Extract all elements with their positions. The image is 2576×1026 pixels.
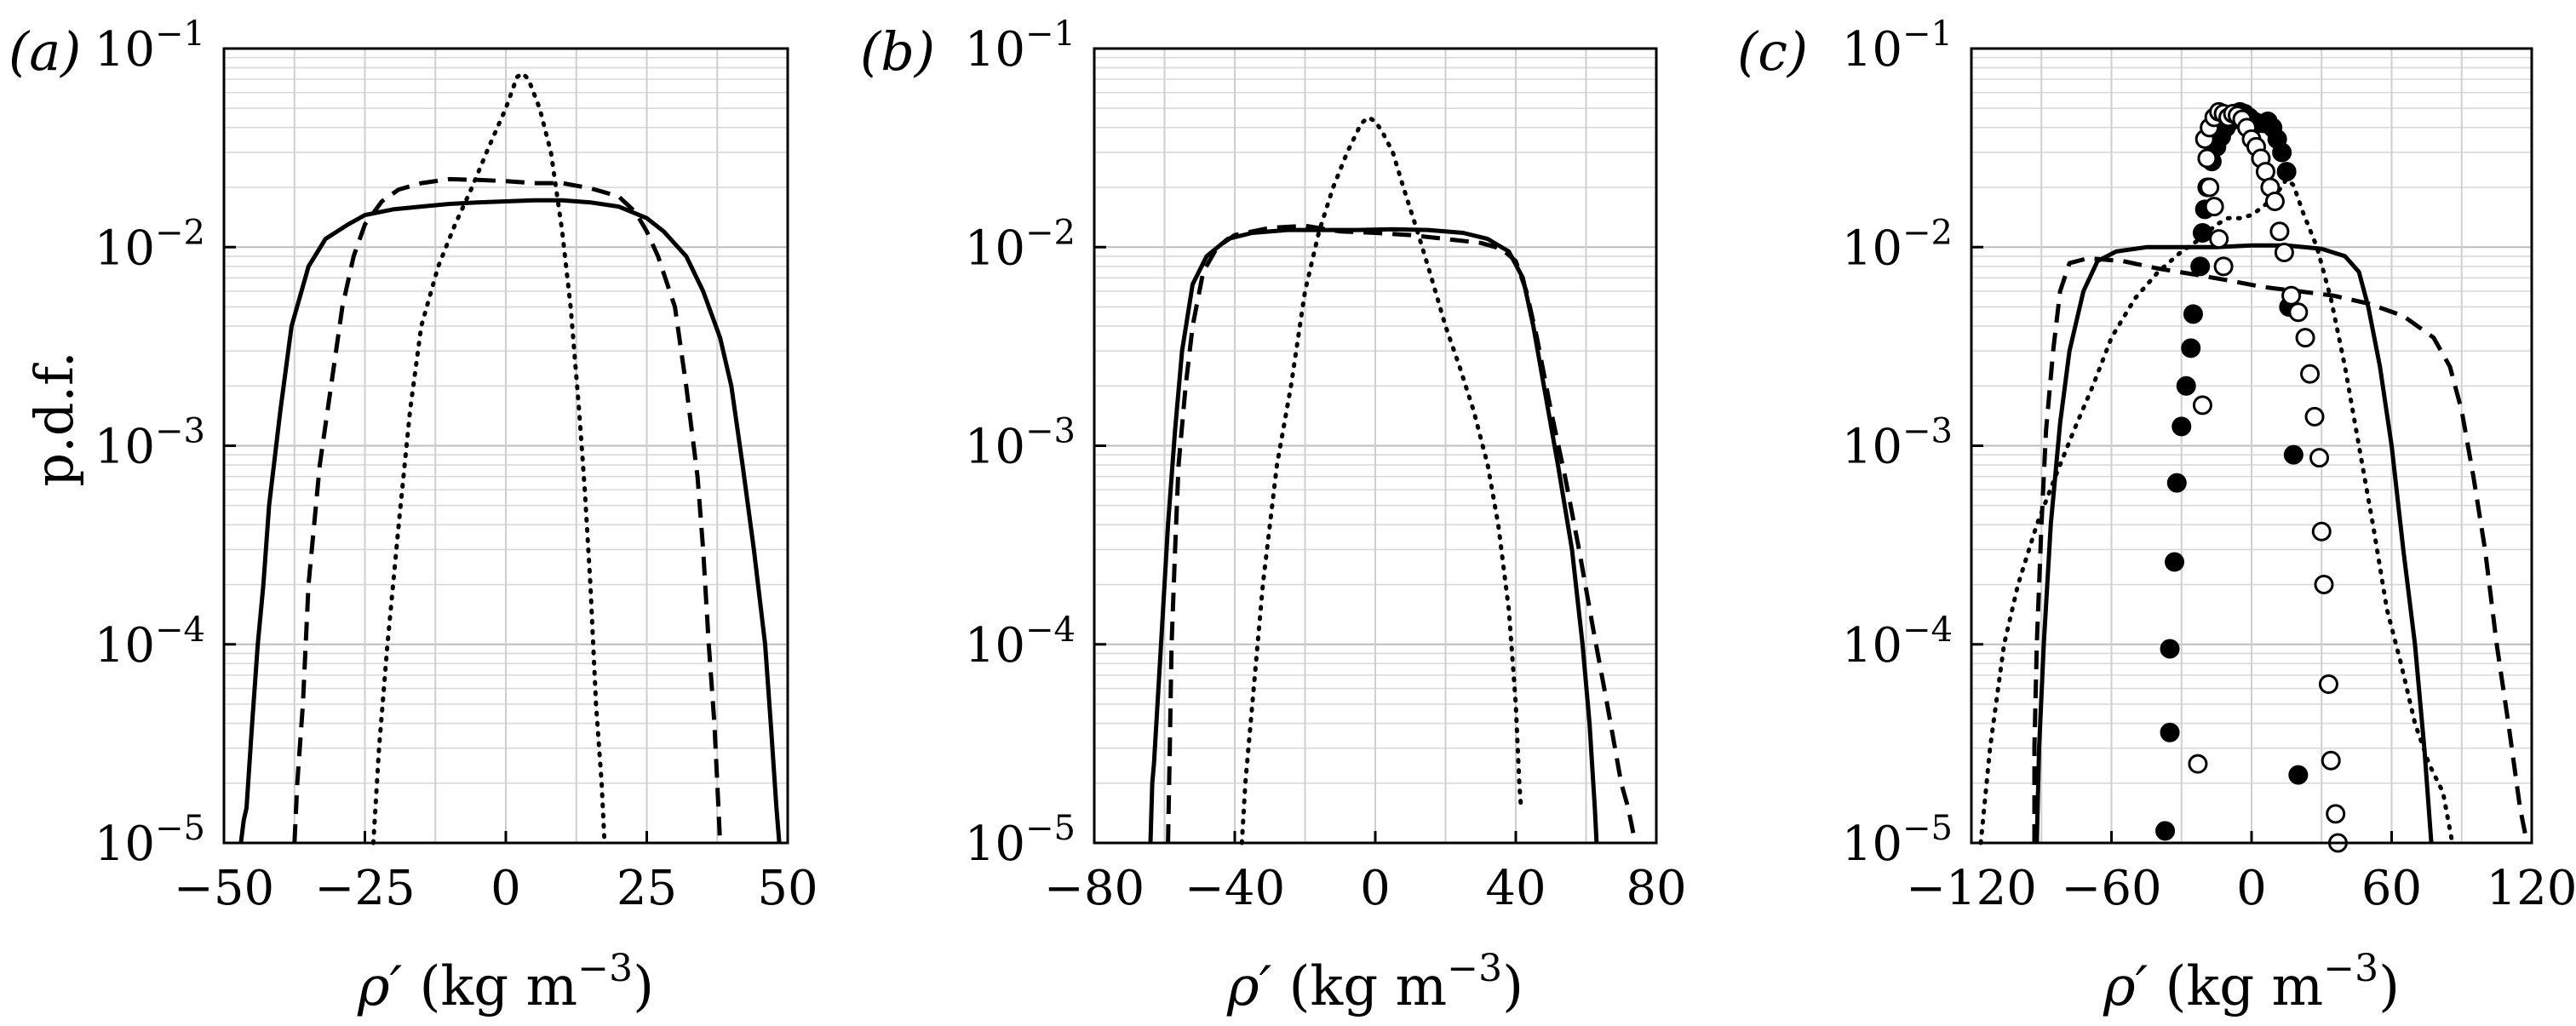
y-tick-label: 10−2 — [95, 213, 205, 276]
series-group — [1978, 101, 2529, 853]
y-tick-label: 10−4 — [1842, 610, 1953, 673]
series-line-dotted — [370, 71, 607, 845]
data-point — [2165, 552, 2185, 572]
series-open-circles — [2188, 101, 2348, 853]
series-line-dotted — [1978, 176, 2455, 845]
data-point — [2288, 765, 2309, 785]
y-tick-label: 10−5 — [95, 809, 205, 872]
y-tick-label: 10−1 — [965, 14, 1076, 77]
panel-c: −120 −60 0 60 120 10−5 10−4 10−3 10−2 10−1 (c) — [1737, 14, 2576, 916]
data-point — [2304, 406, 2325, 427]
x-axis-labels: ρ′ (kg m−3) ρ′ (kg m−3) ρ′ (kg m−3) — [357, 947, 2400, 1018]
x-tick-label: 60 — [2361, 861, 2422, 916]
panel-b: −80 −40 0 40 80 10−5 10−4 10−3 10−2 10−1 (b) — [860, 14, 1687, 916]
data-point — [2197, 148, 2217, 169]
panel-label: (b) — [860, 20, 935, 83]
x-axis-label: ρ′ (kg m−3) — [1226, 947, 1523, 1018]
data-point — [2166, 473, 2187, 493]
x-tick-label: −50 — [174, 861, 274, 916]
data-point — [2311, 521, 2332, 542]
series-group — [1148, 115, 1638, 845]
data-point — [2264, 191, 2285, 211]
series-group — [238, 71, 782, 845]
x-tick-label: 50 — [757, 861, 818, 916]
y-tick-label: 10−3 — [1842, 412, 1953, 475]
y-axis-label: p.d.f. — [23, 351, 85, 486]
data-point — [2318, 674, 2338, 695]
data-point — [2276, 162, 2297, 182]
data-point — [2160, 722, 2180, 742]
grid — [1971, 49, 2532, 844]
x-tick-label: 120 — [2487, 861, 2576, 916]
data-point — [2274, 243, 2294, 263]
series-filled-circles — [2155, 101, 2309, 841]
data-point — [2190, 256, 2211, 277]
x-tick-label: 0 — [491, 861, 521, 916]
data-point — [2283, 444, 2303, 465]
data-point — [2172, 416, 2192, 437]
y-tick-label: 10−3 — [965, 412, 1076, 475]
series-line-solid — [1148, 226, 1599, 844]
x-tick-label: −120 — [1906, 861, 2037, 916]
x-tick-label: −80 — [1044, 861, 1145, 916]
panel-a: −50 −25 0 25 50 10−5 10−4 10−3 10−2 10−1(a) — [9, 14, 818, 916]
y-tick-label: 10−5 — [1842, 809, 1953, 872]
panel-label: (a) — [9, 20, 81, 83]
series-line-dashed — [1166, 223, 1638, 844]
data-point — [2155, 821, 2176, 841]
data-point — [2288, 302, 2309, 323]
series-line-solid — [238, 198, 782, 844]
x-tick-label: 0 — [2236, 861, 2267, 916]
data-point — [2295, 328, 2315, 348]
x-tick-label: 80 — [1626, 861, 1686, 916]
y-tick-label: 10−3 — [95, 412, 205, 475]
y-tick-label: 10−4 — [965, 610, 1076, 673]
y-tick-label: 10−2 — [965, 213, 1076, 276]
data-point — [2188, 754, 2208, 774]
x-tick-label: −25 — [314, 861, 415, 916]
series-line-solid — [2034, 243, 2434, 844]
data-point — [2300, 364, 2321, 384]
x-tick-label: 25 — [617, 861, 677, 916]
data-point — [2200, 177, 2220, 198]
data-point — [2314, 575, 2334, 595]
y-tick-label: 10−5 — [965, 809, 1076, 872]
series-line-dashed — [292, 176, 723, 844]
data-point — [2272, 142, 2292, 163]
y-tick-label: 10−2 — [1842, 213, 1953, 276]
grid — [1093, 49, 1656, 844]
y-tick-label: 10−1 — [1842, 14, 1953, 77]
data-point — [2209, 229, 2229, 249]
data-point — [2176, 375, 2196, 396]
data-point — [2192, 222, 2212, 243]
x-tick-label: 0 — [1360, 861, 1391, 916]
data-point — [2183, 304, 2203, 324]
data-point — [2160, 639, 2180, 659]
x-tick-label: −40 — [1185, 861, 1285, 916]
data-point — [2204, 197, 2224, 217]
data-point — [2326, 804, 2346, 824]
x-axis-label: ρ′ (kg m−3) — [357, 947, 654, 1018]
data-point — [2255, 162, 2275, 182]
data-point — [2269, 221, 2290, 242]
data-point — [2309, 448, 2330, 468]
series-line-dotted — [1239, 115, 1523, 845]
data-point — [2192, 395, 2212, 416]
data-point — [2213, 256, 2234, 277]
panel-label: (c) — [1737, 20, 1808, 83]
data-point — [2181, 338, 2201, 358]
x-axis-label: ρ′ (kg m−3) — [2103, 947, 2400, 1018]
y-tick-label: 10−4 — [95, 610, 205, 673]
data-point — [2321, 750, 2341, 771]
x-tick-label: 40 — [1485, 861, 1546, 916]
data-point — [2281, 285, 2302, 306]
x-tick-label: −60 — [2061, 861, 2161, 916]
grid — [223, 49, 788, 844]
series-line-dashed — [2032, 255, 2529, 844]
y-tick-label: 10−1 — [95, 14, 205, 77]
